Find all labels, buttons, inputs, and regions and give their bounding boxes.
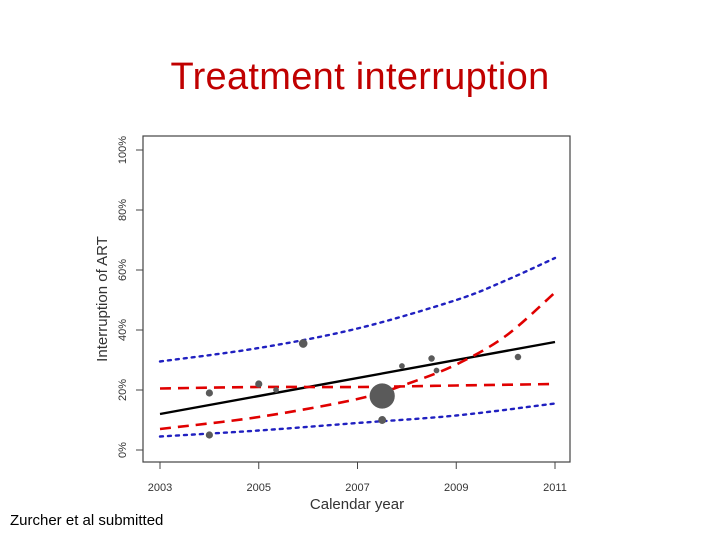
series-line-fitted-trend — [159, 340, 556, 416]
x-tick-label: 2005 — [247, 482, 271, 494]
data-point — [514, 353, 522, 361]
data-point — [399, 363, 405, 369]
y-tick-label: 0% — [117, 442, 129, 458]
data-point — [433, 367, 440, 374]
chart-axes: 2003 2005 2007 2009 2011 0% 20% 40% 60% 80% 100% Ca… — [94, 135, 571, 513]
slide-title: Treatment interruption — [170, 56, 550, 98]
chart-points — [205, 339, 522, 439]
data-point — [369, 383, 395, 409]
series-line-upper-prediction-limit — [158, 256, 557, 363]
x-tick-label: 2009 — [444, 482, 468, 494]
citation-caption: Zurcher et al submitted — [10, 512, 164, 529]
y-axis-title: Interruption of ART — [94, 236, 111, 362]
y-tick-label: 20% — [117, 379, 129, 401]
x-tick-label: 2011 — [543, 482, 567, 494]
data-point — [428, 355, 435, 362]
data-point — [205, 431, 213, 439]
series-line-lower-confidence-limit — [159, 382, 556, 390]
data-point — [298, 339, 308, 348]
data-point — [378, 416, 387, 424]
plot-frame — [142, 135, 571, 463]
data-point — [255, 380, 263, 388]
data-point — [205, 389, 213, 397]
y-tick-label: 40% — [117, 319, 129, 341]
x-tick-label: 2003 — [148, 482, 172, 494]
y-tick-label: 100% — [117, 136, 129, 164]
x-axis-title: Calendar year — [310, 496, 404, 513]
y-tick-label: 80% — [117, 199, 129, 221]
y-tick-label: 60% — [117, 259, 129, 281]
chart-lines — [158, 256, 557, 438]
data-point — [273, 387, 279, 393]
series-line-upper-confidence-limit — [159, 291, 556, 431]
x-tick-label: 2007 — [345, 482, 369, 494]
series-line-lower-prediction-limit — [158, 402, 557, 438]
